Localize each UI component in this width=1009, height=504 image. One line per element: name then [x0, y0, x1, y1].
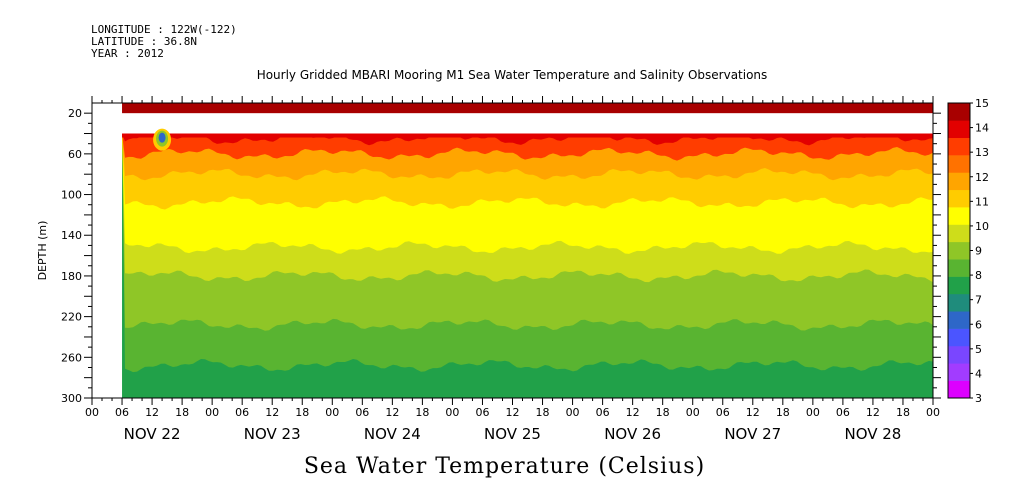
x-date-label: NOV 26: [604, 425, 661, 443]
x-tick-label: 12: [145, 406, 159, 419]
chart-bottom-title: Sea Water Temperature (Celsius): [303, 454, 706, 479]
x-tick-label: 12: [506, 406, 520, 419]
colorbar-label: 8: [975, 269, 982, 282]
contour-fill-13: [122, 133, 934, 161]
x-tick-label: 18: [175, 406, 189, 419]
colorbar-band: [948, 259, 970, 277]
colorbar: 3 4 5 6 7 8 9 10 11 12 13 14 15: [947, 97, 989, 405]
x-date-label: NOV 28: [844, 425, 901, 443]
x-tick-label: 12: [746, 406, 760, 419]
colorbar-label: 6: [975, 318, 982, 331]
colorbar-band: [948, 103, 970, 121]
header-year: YEAR : 2012: [91, 47, 164, 60]
contour-fill-top: [122, 133, 934, 138]
colorbar-label: 5: [975, 343, 982, 356]
y-tick-label: 20: [68, 107, 82, 120]
y-tick-label: 300: [61, 392, 82, 405]
colorbar-label: 10: [975, 220, 989, 233]
x-tick-label: 12: [866, 406, 880, 419]
colorbar-band: [948, 241, 970, 260]
axes-layer: 00 06 12 18 00 06 12 18 00 06 12 18 00 06 12 18 00 06 12 18…: [36, 96, 941, 443]
x-tick-label: 06: [475, 406, 489, 419]
x-tick-label: 18: [536, 406, 550, 419]
colorbar-label: 14: [975, 122, 989, 135]
x-tick-label: 00: [85, 406, 99, 419]
colorbar-label: 4: [975, 367, 982, 380]
x-tick-label: 12: [265, 406, 279, 419]
colorbar-band: [948, 224, 970, 243]
colorbar-band: [948, 189, 970, 208]
x-tick-label: 06: [596, 406, 610, 419]
y-tick-label: 180: [61, 270, 82, 283]
x-tick-label: 18: [776, 406, 790, 419]
colorbar-band: [948, 172, 970, 191]
colorbar-band: [948, 137, 970, 156]
y-tick-label: 220: [61, 311, 82, 324]
colorbar-band: [948, 363, 970, 381]
x-tick-label: 00: [325, 406, 339, 419]
chart-title: Hourly Gridded MBARI Mooring M1 Sea Wate…: [256, 68, 768, 82]
y-tick-label: 260: [61, 351, 82, 364]
y-tick-label: 60: [68, 148, 82, 161]
x-date-label: NOV 23: [244, 425, 301, 443]
colorbar-band: [948, 380, 970, 399]
x-tick-label: 06: [836, 406, 850, 419]
x-tick-label: 06: [355, 406, 369, 419]
header-latitude: LATITUDE : 36.8N: [91, 35, 197, 48]
colorbar-band: [948, 328, 970, 347]
y-axis-label: DEPTH (m): [36, 221, 49, 281]
colorbar-label: 9: [975, 245, 982, 258]
colorbar-label: 13: [975, 146, 989, 159]
x-tick-label: 12: [626, 406, 640, 419]
colorbar-label: 15: [975, 97, 989, 110]
x-tick-label: 06: [235, 406, 249, 419]
x-tick-label: 00: [566, 406, 580, 419]
colorbar-label: 7: [975, 294, 982, 307]
surface-band: [122, 103, 934, 114]
anomaly-core: [158, 132, 166, 143]
x-date-label: NOV 24: [364, 425, 421, 443]
x-tick-label: 06: [115, 406, 129, 419]
x-date-label: NOV 22: [124, 425, 181, 443]
colorbar-band: [948, 207, 970, 225]
colorbar-band: [948, 345, 970, 364]
x-tick-label: 18: [415, 406, 429, 419]
x-tick-label: 00: [445, 406, 459, 419]
header-longitude: LONGITUDE : 122W(-122): [91, 23, 237, 36]
y-tick-label: 100: [61, 189, 82, 202]
x-tick-label: 00: [806, 406, 820, 419]
colorbar-band: [948, 311, 970, 329]
x-date-label: NOV 27: [724, 425, 781, 443]
x-tick-label: 12: [385, 406, 399, 419]
colorbar-label: 3: [975, 392, 982, 405]
x-tick-label: 06: [716, 406, 730, 419]
colorbar-label: 11: [975, 195, 989, 208]
x-tick-label: 18: [656, 406, 670, 419]
x-tick-label: 00: [686, 406, 700, 419]
colorbar-label: 12: [975, 171, 989, 184]
x-tick-label: 00: [205, 406, 219, 419]
x-date-label: NOV 25: [484, 425, 541, 443]
x-tick-label: 00: [926, 406, 940, 419]
colorbar-band: [948, 120, 970, 139]
colorbar-band: [948, 155, 970, 173]
colorbar-band: [948, 293, 970, 312]
colorbar-band: [948, 276, 970, 295]
x-tick-label: 18: [896, 406, 910, 419]
x-tick-label: 18: [295, 406, 309, 419]
data-layer: [122, 103, 934, 398]
y-tick-label: 140: [61, 229, 82, 242]
